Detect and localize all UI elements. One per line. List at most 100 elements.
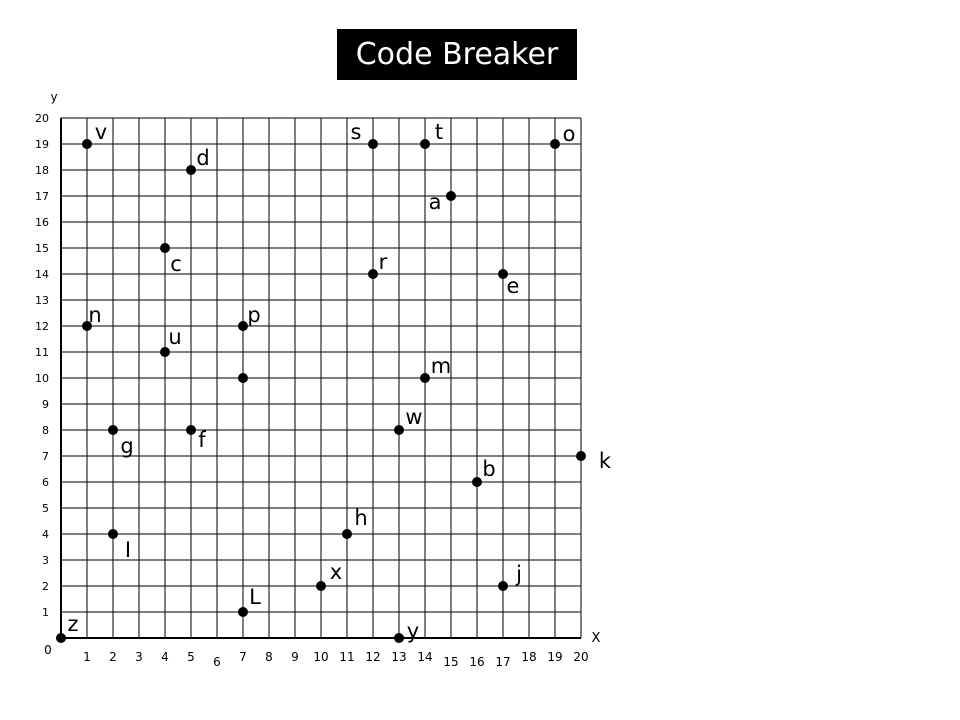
y-tick-label: 17: [35, 190, 49, 203]
point-marker-b: [472, 477, 482, 487]
point-label-c: c: [170, 252, 182, 276]
x-tick-label: 18: [521, 650, 536, 664]
point-label-s: s: [351, 120, 362, 144]
x-tick-label: 19: [547, 650, 562, 664]
x-tick-label: 20: [573, 650, 588, 664]
point-label-o: o: [563, 122, 576, 146]
y-tick-label: 3: [42, 554, 49, 567]
point-marker-a: [446, 191, 456, 201]
x-tick-labels: 1 2 3 4 5 6 7 8 9 10 11 12 13 14 15 16 17 18 19 20: [83, 650, 588, 669]
point-marker-h: [342, 529, 352, 539]
point-label-b: b: [482, 457, 495, 481]
point-marker-r: [368, 269, 378, 279]
y-tick-label: 14: [35, 268, 49, 281]
x-tick-label: 7: [239, 650, 247, 664]
point-marker: [238, 373, 248, 383]
point-label-u: u: [168, 325, 181, 349]
point-label-I: I: [125, 538, 131, 562]
point-label-j: j: [515, 562, 522, 586]
origin-label: 0: [44, 643, 52, 657]
y-tick-label: 15: [35, 242, 49, 255]
y-tick-label: 1: [42, 606, 49, 619]
point-label-a: a: [429, 190, 442, 214]
point-marker-y: [394, 633, 404, 643]
point-marker-c: [160, 243, 170, 253]
y-tick-label: 13: [35, 294, 49, 307]
y-tick-label: 9: [42, 398, 49, 411]
y-tick-label: 6: [42, 476, 49, 489]
point-label-n: n: [88, 303, 101, 327]
y-tick-label: 18: [35, 164, 49, 177]
point-marker-k: [576, 451, 586, 461]
point-marker-L: [238, 607, 248, 617]
x-tick-label: 17: [495, 655, 510, 669]
point-marker-s: [368, 139, 378, 149]
y-tick-label: 12: [35, 320, 49, 333]
x-tick-label: 4: [161, 650, 169, 664]
point-marker-p: [238, 321, 248, 331]
point-marker-z: [56, 633, 66, 643]
x-tick-label: 13: [391, 650, 406, 664]
y-tick-label: 19: [35, 138, 49, 151]
point-label-m: m: [431, 354, 451, 378]
x-tick-label: 3: [135, 650, 143, 664]
x-tick-label: 14: [417, 650, 432, 664]
x-tick-label: 8: [265, 650, 273, 664]
y-tick-label: 5: [42, 502, 49, 515]
point-marker-I: [108, 529, 118, 539]
y-tick-label: 8: [42, 424, 49, 437]
point-label-r: r: [379, 250, 388, 274]
point-label-x: x: [330, 560, 342, 584]
point-label-f: f: [198, 428, 206, 452]
y-tick-label: 10: [35, 372, 49, 385]
point-marker-v: [82, 139, 92, 149]
y-tick-label: 16: [35, 216, 49, 229]
y-tick-label: 11: [35, 346, 49, 359]
point-label-e: e: [507, 274, 520, 298]
point-label-y: y: [407, 619, 419, 643]
x-tick-label: 5: [187, 650, 195, 664]
x-tick-label: 9: [291, 650, 299, 664]
point-marker-u: [160, 347, 170, 357]
point-label-z: z: [67, 612, 78, 636]
grid-lines: [60, 117, 582, 639]
x-tick-label: 1: [83, 650, 91, 664]
y-tick-label: 4: [42, 528, 49, 541]
x-tick-label: 6: [213, 655, 221, 669]
x-tick-label: 2: [109, 650, 117, 664]
x-tick-label: 15: [443, 655, 458, 669]
y-tick-label: 7: [42, 450, 49, 463]
y-axis-label: y: [50, 90, 57, 104]
point-label-h: h: [354, 506, 367, 530]
point-label-w: w: [405, 405, 422, 429]
point-label-L: L: [249, 585, 261, 609]
point-label-t: t: [435, 120, 443, 144]
x-tick-label: 10: [313, 650, 328, 664]
y-tick-label: 20: [35, 112, 49, 125]
point-label-p: p: [247, 303, 260, 327]
point-marker-f: [186, 425, 196, 435]
plotted-points: v s t o d a c r e n p u m w g f k b h Ix j Lz y: [56, 120, 612, 643]
point-marker-t: [420, 139, 430, 149]
point-marker-j: [498, 581, 508, 591]
point-marker-e: [498, 269, 508, 279]
x-axis-label: X: [592, 631, 601, 646]
point-marker-o: [550, 139, 560, 149]
y-tick-label: 2: [42, 580, 49, 593]
point-marker-n: [82, 321, 92, 331]
point-marker-d: [186, 165, 196, 175]
x-tick-label: 11: [339, 650, 354, 664]
point-label-v: v: [95, 120, 107, 144]
point-label-g: g: [120, 434, 133, 458]
point-marker-w: [394, 425, 404, 435]
point-label-k: k: [599, 449, 612, 473]
x-tick-label: 16: [469, 655, 484, 669]
point-label-d: d: [196, 146, 209, 170]
point-marker-x: [316, 581, 326, 591]
x-tick-label: 12: [365, 650, 380, 664]
point-marker-g: [108, 425, 118, 435]
page-title: Code Breaker: [337, 29, 577, 80]
